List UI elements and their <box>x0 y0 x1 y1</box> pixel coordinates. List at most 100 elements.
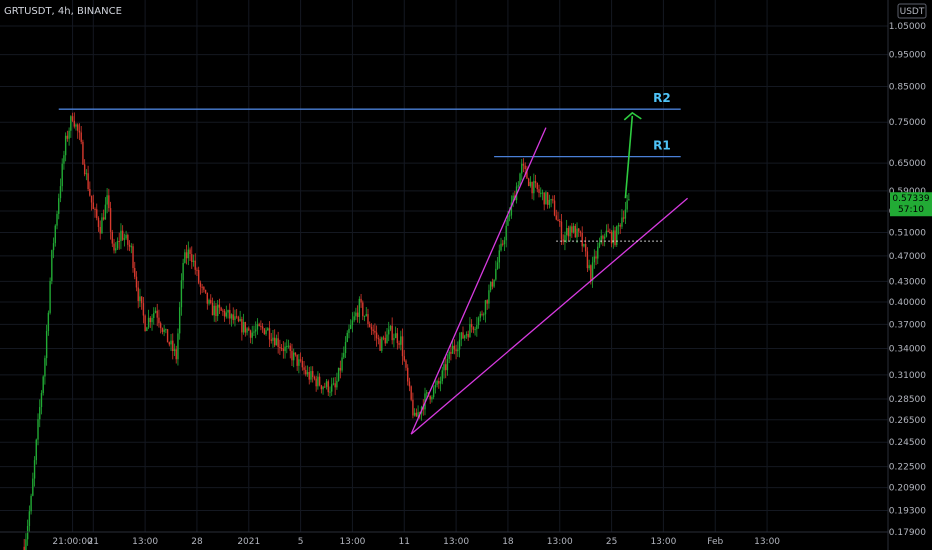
candle-down <box>232 314 234 321</box>
candle-up <box>173 349 176 351</box>
candle-down <box>581 232 583 247</box>
candle-up <box>439 381 442 384</box>
time-tick-label: 25 <box>606 537 617 547</box>
candle-down <box>134 268 136 277</box>
candle-down <box>277 338 279 348</box>
candle-up <box>434 384 437 388</box>
candle-down <box>201 286 203 288</box>
time-tick-label: 13:00 <box>754 537 780 547</box>
up-arrow-shaft[interactable] <box>624 115 634 199</box>
candle-up <box>569 226 571 237</box>
candle-down <box>538 189 540 193</box>
candle-up <box>163 329 165 332</box>
candle-up <box>85 173 88 175</box>
candle-down <box>218 304 221 308</box>
candle-up <box>593 256 596 263</box>
annotations: R2 R1 <box>58 91 689 435</box>
candle-down <box>132 246 134 269</box>
candle-up <box>40 392 43 408</box>
candle-down <box>502 243 504 245</box>
candle-down <box>527 178 530 186</box>
candle-up <box>165 329 167 331</box>
candle-down <box>135 276 138 288</box>
candle-down <box>23 546 25 550</box>
candle-up <box>49 281 51 313</box>
candle-up <box>322 386 324 390</box>
time-tick-label: 18 <box>502 537 514 547</box>
candle-up <box>253 331 255 333</box>
candle-up <box>495 268 497 280</box>
candle-up <box>106 195 108 205</box>
candle-down <box>559 221 561 223</box>
candle-up <box>488 290 490 304</box>
candle-up <box>61 163 63 187</box>
candle-down <box>412 399 414 416</box>
candle-down <box>121 230 124 240</box>
price-axis[interactable]: 1.05000 0.95000 0.85000 0.75000 0.65000 0.590… <box>889 22 926 538</box>
price-tick-label: 0.47000 <box>889 252 926 262</box>
candle-down <box>401 336 404 357</box>
candle-up <box>460 332 462 340</box>
candle-down <box>158 317 160 324</box>
candle-down <box>619 225 621 227</box>
candle-down <box>609 231 611 233</box>
candle-up <box>493 279 495 287</box>
candle-up <box>120 230 122 242</box>
candle-down <box>172 340 174 351</box>
candle-down <box>168 342 171 345</box>
candle-down <box>536 183 538 190</box>
candle-up <box>358 298 361 317</box>
candle-down <box>94 209 96 211</box>
candle-up <box>417 412 419 417</box>
candle-down <box>294 352 297 355</box>
candle-down <box>375 332 378 339</box>
candle-down <box>429 395 431 400</box>
price-tick-label: 1.05000 <box>889 22 926 32</box>
candle-up <box>125 234 127 239</box>
candle-up <box>306 372 309 375</box>
wedge-trendline[interactable] <box>410 127 547 435</box>
candle-down <box>222 310 224 312</box>
candle-up <box>227 310 229 313</box>
candle-down <box>194 260 196 270</box>
candle-down <box>291 350 293 361</box>
candle-up <box>256 324 259 330</box>
candle-up <box>287 345 290 347</box>
candle-down <box>455 349 457 352</box>
candle-down <box>415 412 418 417</box>
candle-up <box>286 346 288 348</box>
candle-down <box>189 249 191 255</box>
candle-up <box>583 244 585 247</box>
candle-down <box>462 332 464 339</box>
candle-down <box>215 305 217 317</box>
price-tick-label: 0.51000 <box>889 229 926 239</box>
candle-up <box>44 358 46 377</box>
candle-down <box>315 378 317 387</box>
candle-up <box>617 225 620 227</box>
candle-up <box>540 192 542 194</box>
candle-down <box>303 367 305 370</box>
currency-selector[interactable]: USDT <box>897 3 927 19</box>
candle-up <box>381 337 383 351</box>
candle-up <box>548 199 551 205</box>
candle-down <box>360 298 362 303</box>
candle-down <box>78 130 81 133</box>
candle-down <box>467 334 469 338</box>
candle-up <box>426 392 428 394</box>
candle-down <box>156 310 158 318</box>
candle-down <box>318 376 321 386</box>
price-tick-label: 0.65000 <box>889 159 926 169</box>
candle-up <box>26 525 29 540</box>
candle-up <box>177 333 179 360</box>
wedge-trendline[interactable] <box>410 197 689 435</box>
candle-up <box>331 384 333 392</box>
candle-up <box>350 325 352 329</box>
candle-up <box>458 339 461 350</box>
candle-up <box>626 200 628 210</box>
candle-up <box>47 312 50 331</box>
candle-up <box>476 325 478 330</box>
candle-up <box>519 173 521 186</box>
candle-up <box>496 262 499 269</box>
